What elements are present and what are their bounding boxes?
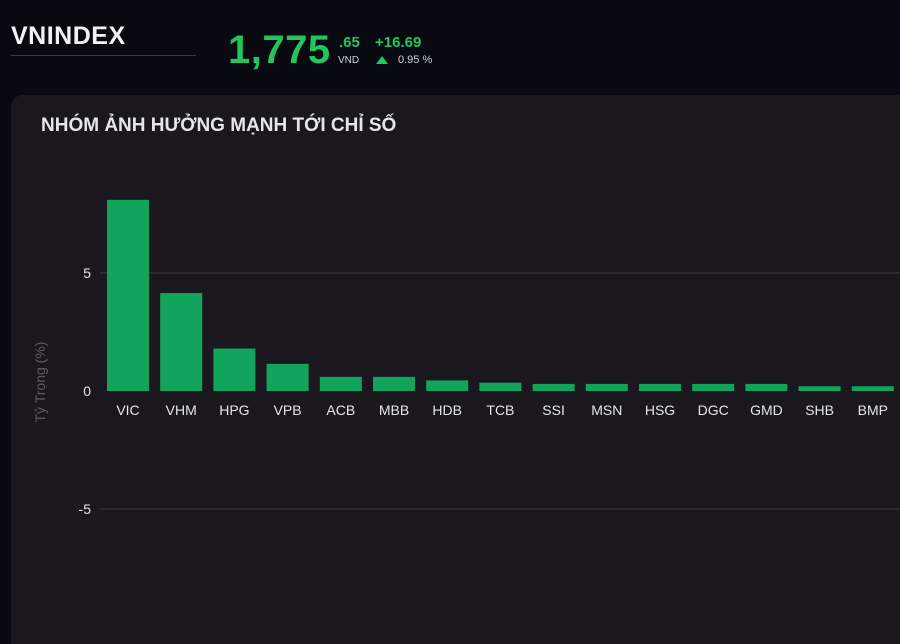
x-tick-label: MSN [591,402,622,418]
bar-hsg [639,383,681,391]
x-tick-label: VHM [166,402,197,418]
index-change-absolute: +16.69 [375,34,422,51]
index-header: VNINDEX 1,775 .65 VND +16.69 0.95 % [0,0,900,92]
bar-msn [585,383,628,391]
bar-mbb [373,376,415,391]
influence-panel: NHÓM ẢNH HƯỞNG MẠNH TỚI CHỈ SỐ 5 0 -5 Tỷ Tr… [11,95,900,644]
index-name[interactable]: VNINDEX [11,22,126,50]
x-tick-label: GMD [750,402,783,418]
x-tick-label: HPG [219,402,249,418]
x-tick-label: VIC [116,402,139,418]
bar-hpg [213,348,256,391]
index-name-underline [11,55,196,56]
bar-bmp [851,386,894,391]
index-price-decimal: .65 [339,34,360,51]
currency-label: VND [338,55,360,66]
x-tick-label: BMP [858,402,888,418]
bar-tcb [479,382,522,391]
bar-vhm [160,293,203,391]
bar-ssi [532,383,575,391]
bar-hdb [426,380,469,391]
bar-acb [319,376,362,391]
x-tick-label: VPB [274,402,302,418]
index-change-percent: 0.95 % [398,54,433,66]
x-tick-label: DGC [698,402,729,418]
x-tick-label: HSG [645,402,675,418]
y-axis-title: Tỷ Trọng (%) [32,342,48,423]
bar-vic [107,199,149,391]
bar-shb [798,386,841,391]
panel-title: NHÓM ẢNH HƯỞNG MẠNH TỚI CHỈ SỐ [41,115,397,136]
y-tick-label: 5 [83,265,91,281]
bar-dgc [692,383,735,391]
y-tick-label: 0 [83,383,91,399]
x-tick-label: MBB [379,402,409,418]
x-tick-label: SSI [542,402,565,418]
x-tick-label: ACB [326,402,355,418]
x-tick-label: HDB [432,402,462,418]
bar-vpb [266,363,309,391]
bar-gmd [745,383,788,391]
x-tick-label: SHB [805,402,834,418]
index-price: 1,775 [228,28,331,72]
influence-bar-chart: 5 0 -5 Tỷ Trọng (%) VIC VHM HPG VPB ACB MBB HDB TCB… [32,199,900,517]
y-tick-label: -5 [79,501,92,517]
x-tick-label: TCB [486,402,514,418]
triangle-up-icon [376,56,388,64]
